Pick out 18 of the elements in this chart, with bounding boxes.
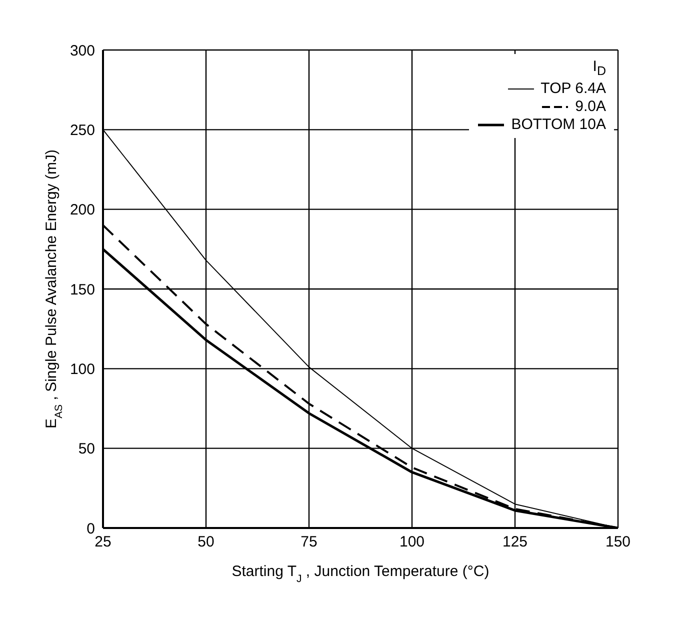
x-tick-label: 100 [399,534,425,551]
x-tick-label: 25 [94,534,112,551]
legend-label: TOP 6.4A [540,80,606,98]
x-tick-label: 125 [502,534,528,551]
y-tick-label: 250 [70,122,95,139]
y-tick-label: 300 [70,42,95,60]
y-tick-label: 150 [70,281,95,298]
x-tick-label: 150 [605,534,631,551]
x-tick-label: 75 [300,534,318,551]
legend-label: 9.0A [575,98,606,116]
y-tick-label: 200 [70,202,95,219]
legend-title: I$_{D}$ [592,58,606,78]
legend-label: BOTTOM 10A [511,116,606,134]
y-tick-label: 100 [70,360,95,378]
y-tick-label: 50 [78,440,95,458]
x-axis-title: Starting T$_{J}$ , Junction Temperature (°C) [232,563,490,585]
x-tick-label: 50 [198,534,214,551]
y-tick-label: 0 [86,520,95,538]
